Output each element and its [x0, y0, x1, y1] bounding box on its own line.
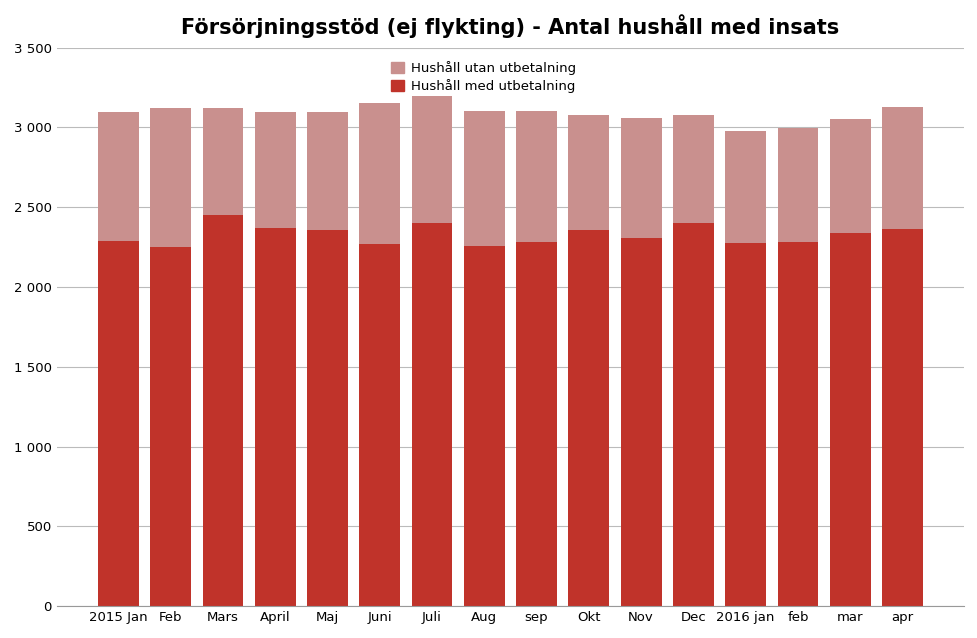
Legend: Hushåll utan utbetalning, Hushåll med utbetalning: Hushåll utan utbetalning, Hushåll med ut… [386, 57, 579, 97]
Bar [568, 115, 609, 230]
Bar [777, 242, 818, 606]
Title: Försörjningsstöd (ej flykting) - Antal hushåll med insats: Försörjningsstöd (ej flykting) - Antal h… [181, 14, 838, 38]
Bar [202, 108, 243, 215]
Bar [202, 215, 243, 606]
Bar [672, 115, 713, 223]
Bar [725, 131, 765, 243]
Bar [411, 96, 452, 223]
Bar [307, 112, 348, 230]
Bar [725, 243, 765, 606]
Bar [881, 107, 922, 229]
Bar [255, 112, 295, 228]
Bar [881, 229, 922, 606]
Bar [828, 119, 870, 233]
Bar [359, 103, 400, 244]
Bar [98, 241, 139, 606]
Bar [150, 247, 191, 606]
Bar [620, 118, 660, 237]
Bar [463, 112, 504, 246]
Bar [620, 237, 660, 606]
Bar [568, 230, 609, 606]
Bar [150, 108, 191, 247]
Bar [672, 223, 713, 606]
Bar [463, 246, 504, 606]
Bar [98, 112, 139, 241]
Bar [411, 223, 452, 606]
Bar [307, 230, 348, 606]
Bar [777, 128, 818, 242]
Bar [828, 233, 870, 606]
Bar [516, 112, 556, 242]
Bar [255, 228, 295, 606]
Bar [516, 242, 556, 606]
Bar [359, 244, 400, 606]
